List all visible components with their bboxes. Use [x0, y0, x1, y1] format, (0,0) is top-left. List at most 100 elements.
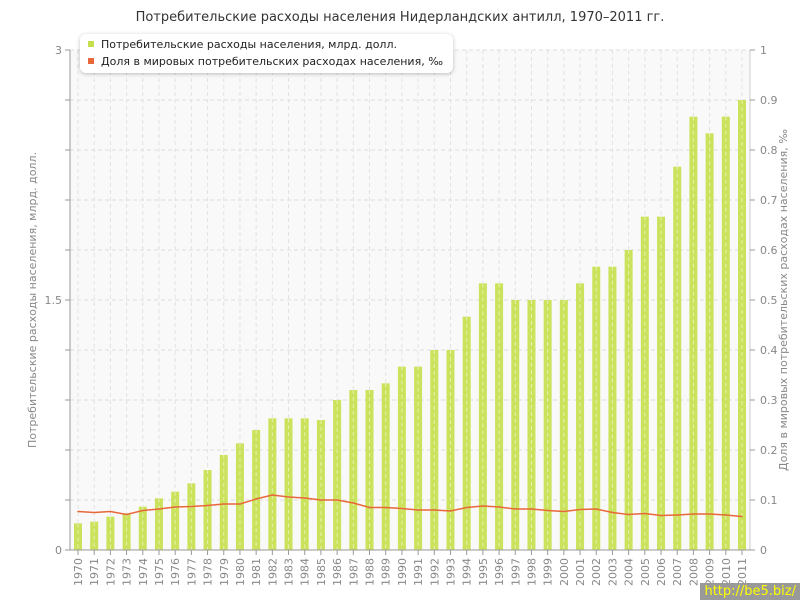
line-point: [93, 511, 95, 514]
x-tick-label: 1991: [412, 558, 425, 586]
line-point: [336, 499, 338, 501]
x-tick-label: 1982: [266, 558, 279, 586]
x-tick-label: 2003: [606, 558, 619, 586]
line-point: [417, 509, 419, 511]
legend-label: Доля в мировых потребительских расходах …: [101, 55, 443, 68]
x-tick-label: 1970: [72, 558, 85, 586]
x-tick-label: 1999: [542, 558, 555, 586]
line-point: [644, 512, 646, 515]
bar: [657, 216, 666, 550]
x-tick-label: 2010: [720, 558, 733, 586]
x-tick-label: 1974: [137, 558, 150, 586]
x-tick-label: 1986: [331, 558, 344, 586]
line-point: [692, 513, 695, 515]
x-tick-label: 1990: [396, 558, 409, 586]
x-tick-label: 2011: [736, 558, 749, 586]
x-tick-label: 2006: [655, 558, 668, 586]
bar: [462, 316, 471, 550]
line-point: [595, 508, 598, 510]
line-point: [676, 514, 679, 516]
line-point: [611, 511, 614, 514]
x-tick-label: 2002: [590, 558, 603, 586]
x-tick-label: 1998: [525, 558, 538, 586]
bar: [527, 300, 536, 550]
line-point: [352, 502, 355, 504]
line-point: [125, 513, 128, 516]
x-tick-label: 1992: [428, 558, 441, 586]
x-tick-label: 1971: [88, 558, 101, 586]
right-tick-label: 0.4: [760, 344, 778, 357]
x-tick-label: 1993: [444, 558, 457, 586]
line-point: [368, 506, 371, 509]
x-tick-label: 1975: [153, 558, 166, 586]
x-tick-label: 1979: [218, 558, 231, 586]
line-point: [514, 508, 517, 510]
left-tick-label: 1.5: [45, 294, 63, 307]
x-tick-label: 1996: [493, 558, 506, 586]
line-point: [222, 503, 225, 505]
bar: [559, 300, 568, 550]
x-tick-label: 1983: [283, 558, 296, 586]
right-tick-label: 0.5: [760, 294, 778, 307]
bar: [154, 498, 163, 550]
x-tick-label: 1987: [347, 558, 360, 586]
left-tick-label: 3: [55, 44, 62, 57]
line-point: [384, 506, 387, 509]
x-tick-label: 2008: [687, 558, 700, 586]
line-point: [109, 510, 112, 513]
x-tick-label: 1985: [315, 558, 328, 586]
line-point: [465, 506, 468, 509]
bar: [511, 300, 520, 550]
bar: [381, 383, 390, 550]
line-point: [77, 510, 79, 513]
bar: [219, 455, 228, 550]
line-point: [449, 510, 452, 512]
bar: [705, 133, 714, 551]
bar: [235, 443, 244, 550]
x-tick-label: 1984: [299, 558, 312, 586]
bar: [187, 483, 196, 550]
x-tick-label: 1989: [380, 558, 393, 586]
line-point: [401, 507, 403, 510]
bar: [122, 513, 131, 550]
bar: [543, 300, 552, 550]
legend-item-line[interactable]: Доля в мировых потребительских расходах …: [88, 53, 443, 70]
line-point: [546, 509, 549, 512]
bar: [74, 523, 82, 550]
line-point: [498, 506, 500, 508]
right-tick-label: 0.7: [760, 194, 778, 207]
line-point: [158, 508, 160, 510]
x-tick-label: 2004: [623, 558, 636, 586]
line-point: [206, 504, 209, 507]
right-tick-label: 0.1: [760, 494, 778, 507]
bar: [333, 400, 342, 550]
legend: Потребительские расходы населения, млрд.…: [80, 34, 453, 73]
line-point: [725, 514, 727, 516]
x-tick-label: 1995: [477, 558, 490, 586]
line-point: [141, 509, 144, 512]
line-point: [708, 513, 711, 515]
x-tick-label: 1980: [234, 558, 247, 586]
line-point: [563, 510, 565, 513]
line-point: [433, 509, 436, 511]
left-tick-label: 0: [55, 544, 62, 557]
line-point: [741, 515, 743, 518]
x-tick-label: 1988: [364, 558, 377, 586]
right-tick-label: 0: [760, 544, 767, 557]
x-tick-label: 1978: [202, 558, 215, 586]
line-point: [255, 498, 257, 500]
x-tick-label: 2000: [558, 558, 571, 586]
line-point: [239, 503, 241, 505]
x-tick-label: 2001: [574, 558, 587, 586]
y2-axis-label: Доля в мировых потребительских расходах …: [777, 129, 790, 471]
watermark[interactable]: http://be5.biz/: [700, 583, 800, 600]
x-tick-label: 2009: [704, 558, 717, 586]
legend-item-bars[interactable]: Потребительские расходы населения, млрд.…: [88, 36, 443, 53]
bar: [689, 116, 698, 551]
x-tick-label: 1977: [185, 558, 198, 586]
line-point: [287, 496, 290, 498]
line-point: [320, 499, 322, 501]
legend-label: Потребительские расходы населения, млрд.…: [101, 38, 397, 51]
share-line: [77, 494, 743, 518]
